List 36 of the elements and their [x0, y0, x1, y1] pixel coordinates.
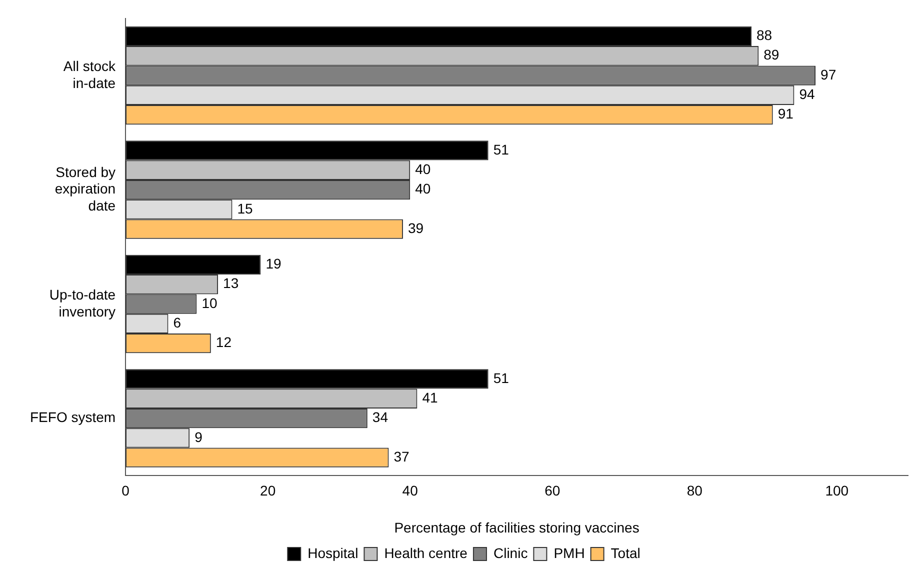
data-label: 19 — [266, 256, 282, 272]
data-label: 88 — [756, 27, 772, 44]
legend-label: Health centre — [384, 544, 468, 561]
data-label: 41 — [422, 389, 438, 406]
x-tick-label: 80 — [686, 482, 703, 499]
x-axis-title: Percentage of facilities storing vaccines — [394, 519, 640, 536]
data-label: 10 — [202, 294, 218, 311]
data-label: 51 — [493, 370, 510, 386]
data-label: 40 — [415, 180, 431, 197]
x-tick-label: 100 — [825, 482, 849, 499]
data-label: 40 — [415, 160, 431, 177]
data-label: 13 — [223, 275, 239, 292]
legend-label: Clinic — [493, 544, 528, 561]
legend-label: Hospital — [308, 544, 358, 561]
data-label: 6 — [173, 314, 182, 331]
data-label: 37 — [394, 448, 410, 464]
data-label: 89 — [764, 46, 780, 63]
y-tick-label: All stock in-date — [63, 58, 117, 91]
legend-label: Total — [610, 544, 640, 561]
data-label: 51 — [493, 141, 510, 158]
y-tick-label: Up-to-date inventory — [49, 286, 116, 320]
legend-label: PMH — [554, 544, 585, 561]
x-tick-label: 20 — [260, 482, 276, 499]
x-tick-label: 0 — [122, 482, 130, 499]
data-label: 94 — [799, 86, 815, 102]
y-tick-label: FEFO system — [30, 409, 116, 426]
data-label: 97 — [820, 66, 836, 82]
data-label: 91 — [778, 106, 794, 122]
x-tick-label: 40 — [402, 482, 418, 499]
data-label: 12 — [216, 334, 232, 350]
data-label: 9 — [194, 428, 203, 445]
data-label: 34 — [372, 409, 388, 426]
x-tick-label: 60 — [544, 482, 560, 499]
data-label: 39 — [408, 220, 424, 236]
data-label: 15 — [237, 200, 254, 216]
y-tick-label: Stored by expiration date — [54, 164, 116, 214]
